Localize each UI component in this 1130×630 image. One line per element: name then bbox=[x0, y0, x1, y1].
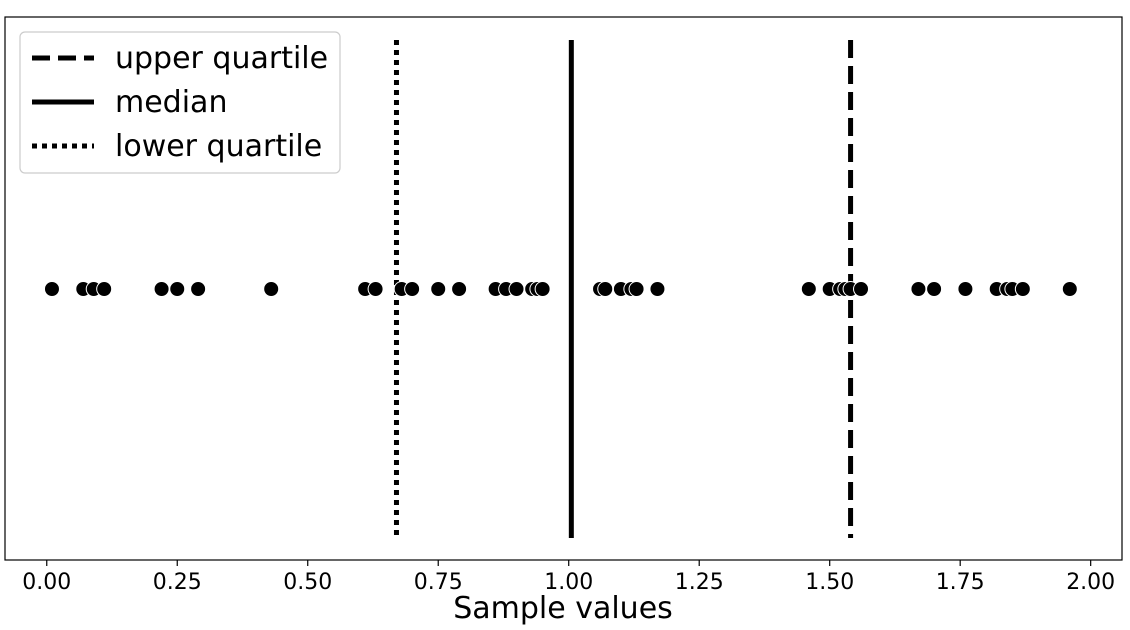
data-point bbox=[190, 281, 207, 297]
legend-box bbox=[19, 31, 341, 174]
data-point bbox=[534, 281, 551, 297]
data-point bbox=[957, 281, 974, 297]
data-point bbox=[1061, 281, 1078, 297]
data-point bbox=[153, 281, 170, 297]
data-point bbox=[628, 281, 645, 297]
legend: upper quartile median lower quartile bbox=[19, 31, 341, 174]
x-tick-label: 1.00 bbox=[544, 570, 593, 595]
x-tick-label: 1.25 bbox=[675, 570, 724, 595]
x-axis: 0.00 0.25 0.50 0.75 1.00 1.25 1.50 1.75 2.00 bbox=[22, 560, 1115, 595]
data-point bbox=[597, 281, 614, 297]
data-point bbox=[451, 281, 468, 297]
data-point bbox=[1014, 281, 1031, 297]
data-point bbox=[926, 281, 943, 297]
data-point bbox=[263, 281, 280, 297]
plot-area bbox=[4, 16, 1123, 561]
data-point bbox=[367, 281, 384, 297]
x-tick-label: 0.00 bbox=[22, 570, 71, 595]
data-point bbox=[43, 281, 60, 297]
data-point bbox=[800, 281, 817, 297]
x-tick-label: 0.50 bbox=[283, 570, 332, 595]
x-tick-label: 0.75 bbox=[414, 570, 463, 595]
x-tick-label: 0.25 bbox=[153, 570, 202, 595]
x-tick-label: 1.75 bbox=[936, 570, 985, 595]
data-point bbox=[853, 281, 870, 297]
legend-median-label: median bbox=[115, 85, 227, 120]
legend-lower-quartile-label: lower quartile bbox=[115, 129, 322, 164]
data-point bbox=[169, 281, 186, 297]
data-point bbox=[430, 281, 447, 297]
data-point bbox=[96, 281, 113, 297]
x-tick-label: 1.50 bbox=[805, 570, 854, 595]
data-point bbox=[508, 281, 525, 297]
data-points bbox=[43, 281, 1078, 297]
data-point bbox=[910, 281, 927, 297]
x-tick-label: 2.00 bbox=[1066, 570, 1115, 595]
legend-upper-quartile-label: upper quartile bbox=[115, 41, 328, 76]
x-axis-label: Sample values bbox=[453, 591, 673, 626]
data-point bbox=[404, 281, 421, 297]
data-point bbox=[649, 281, 666, 297]
